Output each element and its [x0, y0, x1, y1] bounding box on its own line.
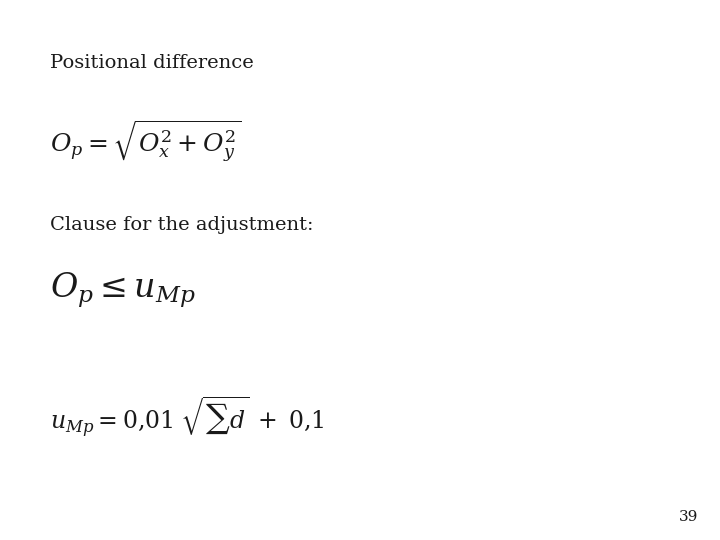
Text: Clause for the adjustment:: Clause for the adjustment: [50, 216, 314, 234]
Text: 39: 39 [679, 510, 698, 524]
Text: $u_{Mp} = 0{,}01\;\sqrt{\sum d}\; + \; 0{,}1$: $u_{Mp} = 0{,}01\;\sqrt{\sum d}\; + \; 0… [50, 394, 325, 439]
Text: $O_{p} \leq u_{Mp}$: $O_{p} \leq u_{Mp}$ [50, 270, 196, 309]
Text: $O_{p} = \sqrt{O_{x}^{2} + O_{y}^{2}}$: $O_{p} = \sqrt{O_{x}^{2} + O_{y}^{2}}$ [50, 119, 242, 165]
Text: Positional difference: Positional difference [50, 54, 254, 72]
